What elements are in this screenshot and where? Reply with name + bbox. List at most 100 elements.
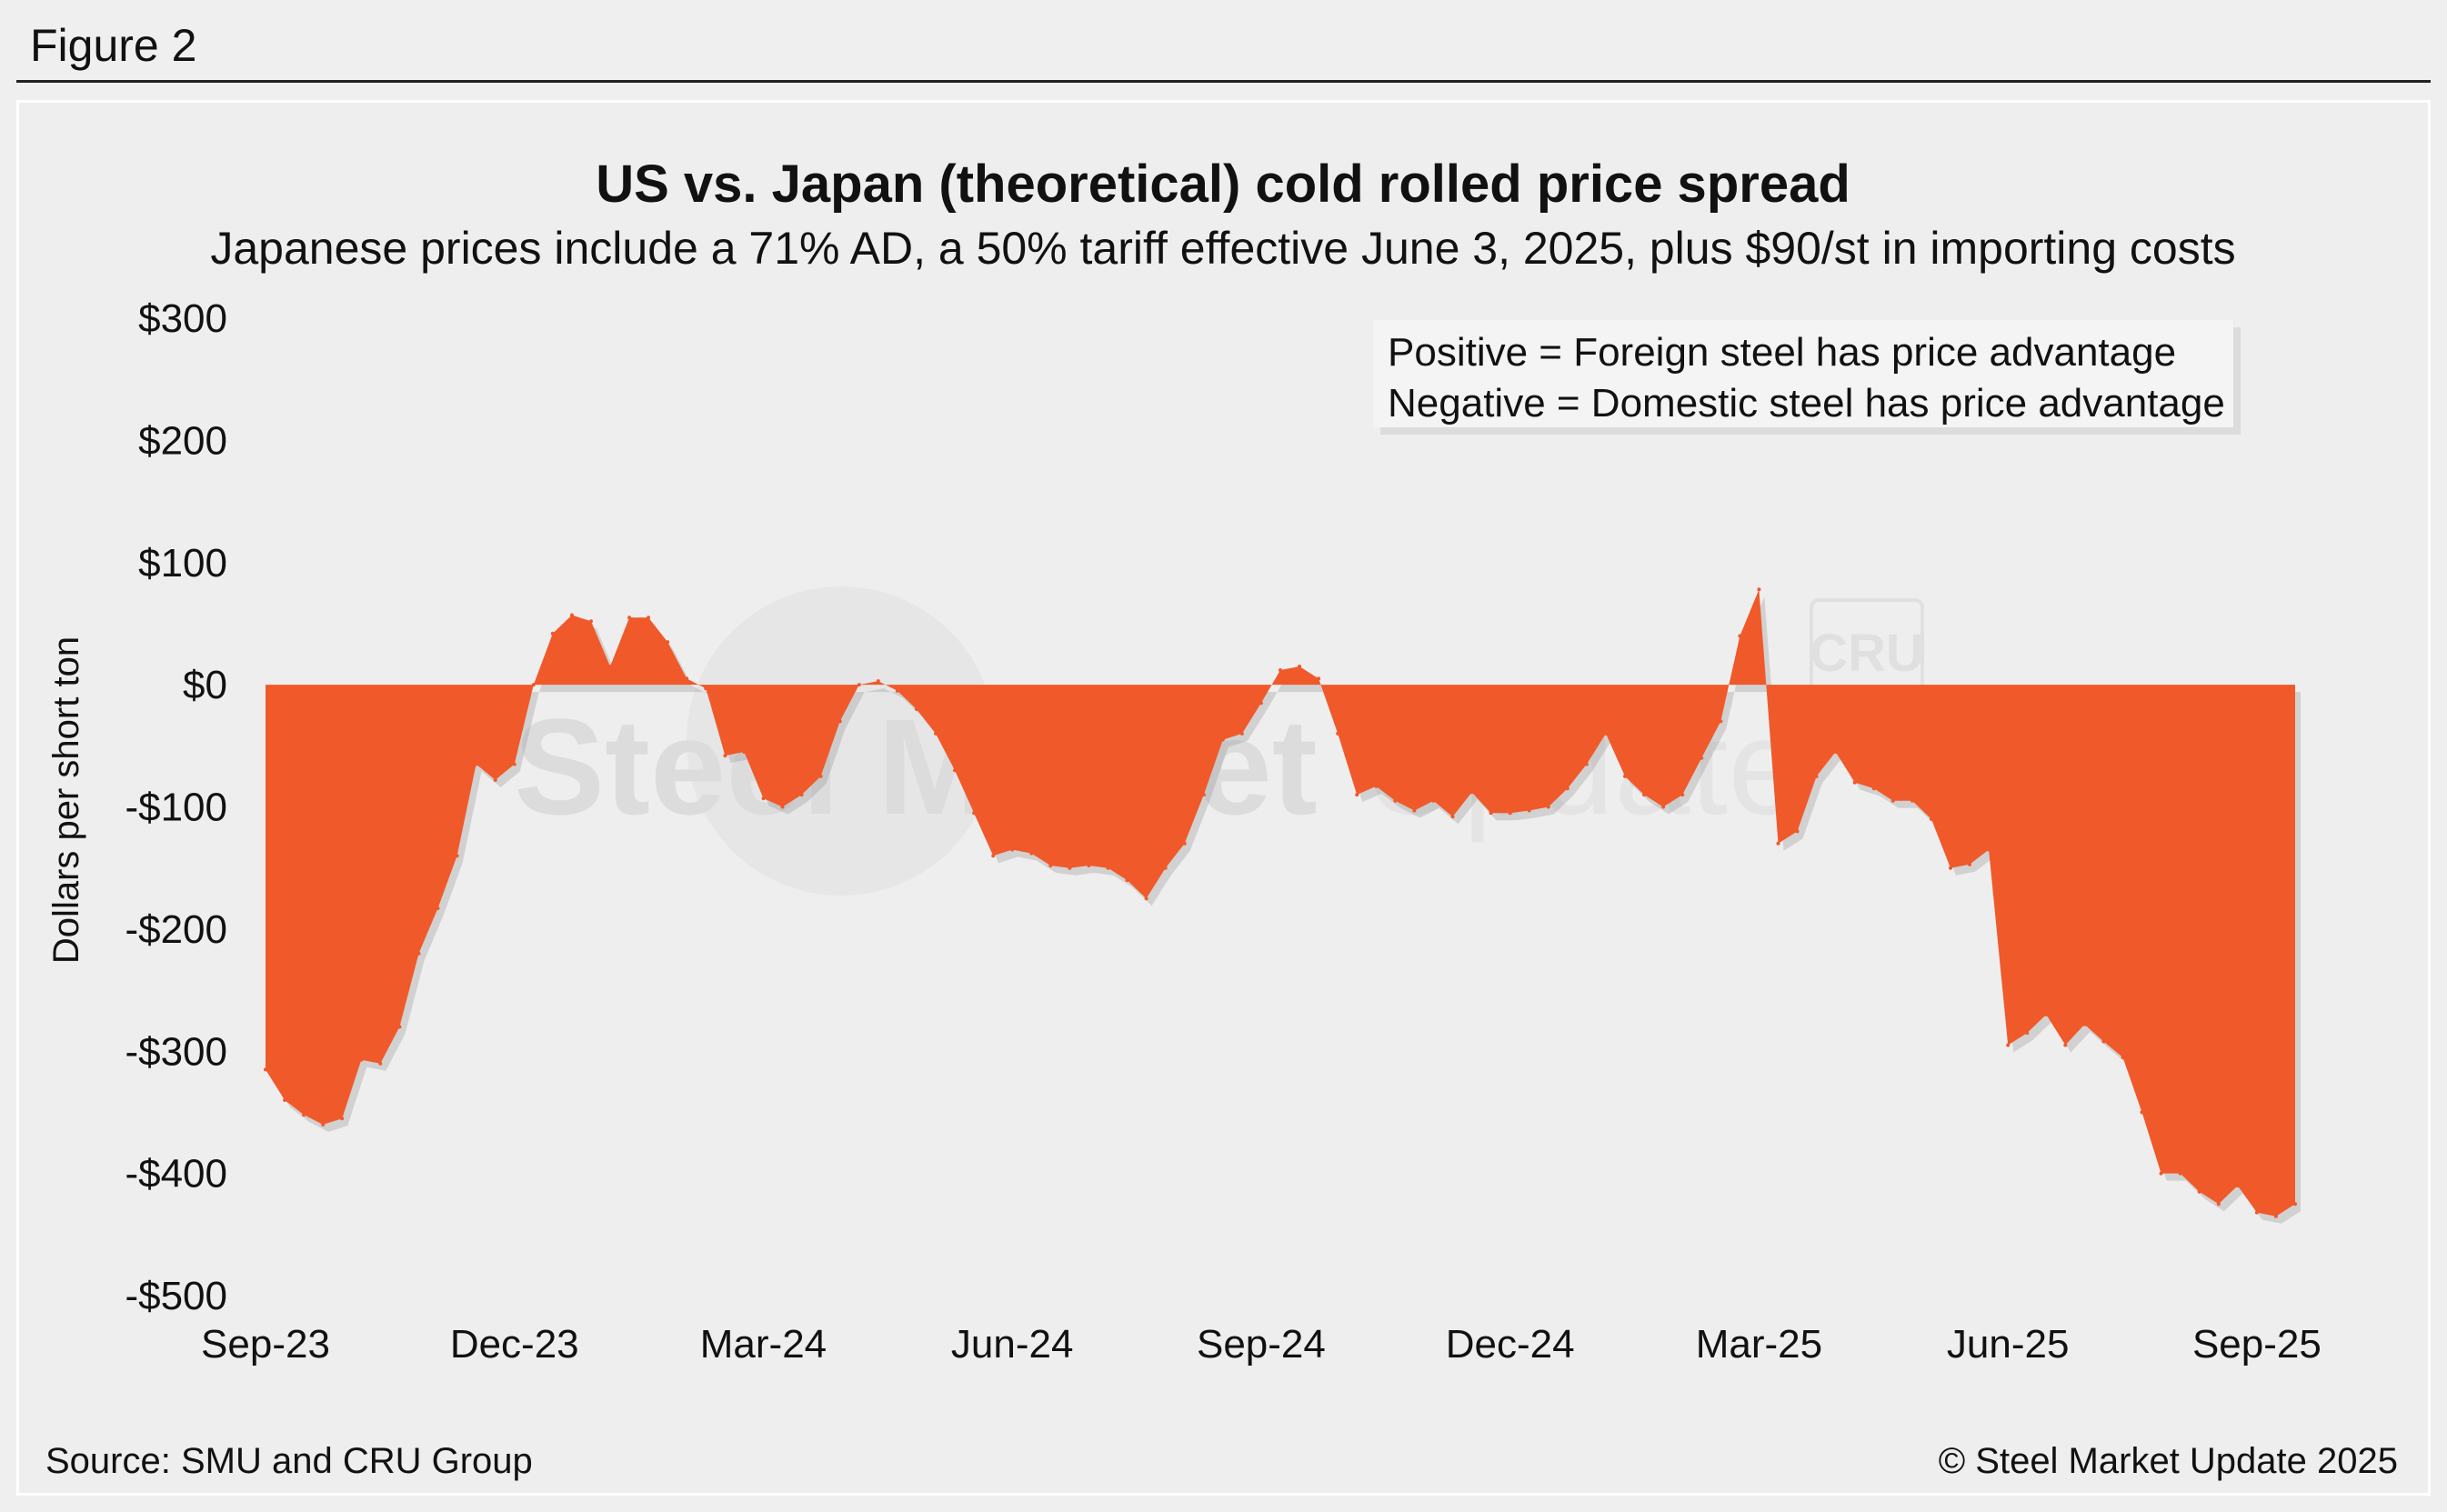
data-point [474, 762, 478, 766]
data-point [302, 1113, 306, 1117]
data-point [340, 1116, 345, 1121]
data-point [2178, 1171, 2182, 1176]
data-point [1125, 878, 1129, 883]
data-point [2293, 1202, 2297, 1207]
note-negative: Negative = Domestic steel has price adva… [1388, 381, 2225, 426]
x-tick-label: Jun-25 [1947, 1322, 2070, 1367]
note-background [1373, 320, 2233, 427]
y-axis-ticks: $300 $200 $100 $0 -$100 -$200 -$300 -$400 -$500 [125, 296, 227, 1318]
data-point [972, 811, 977, 816]
y-tick-label: -$300 [125, 1029, 227, 1074]
data-point [2101, 1039, 2106, 1044]
y-tick-label: $200 [138, 418, 227, 463]
x-tick-label: Mar-24 [700, 1322, 827, 1367]
data-point [2082, 1022, 2087, 1026]
data-point [742, 750, 747, 754]
data-point [1546, 805, 1550, 809]
data-point [1317, 676, 1321, 681]
data-point [1661, 805, 1666, 809]
data-point [2044, 1012, 2049, 1016]
data-point [2006, 1043, 2011, 1047]
data-point [493, 777, 497, 782]
chart-title: US vs. Japan (theoretical) cold rolled p… [596, 155, 1850, 214]
data-point [1412, 808, 1417, 813]
copyright-note: © Steel Market Update 2025 [1939, 1441, 2398, 1481]
data-point [1355, 793, 1359, 797]
data-point [264, 1067, 267, 1072]
data-point [455, 854, 459, 858]
data-point [857, 683, 861, 687]
data-point [569, 613, 574, 617]
data-point [914, 707, 918, 711]
y-tick-label: $300 [138, 296, 227, 341]
data-point [837, 719, 842, 724]
data-point [512, 762, 516, 766]
x-axis-ticks: Sep-23 Dec-23 Mar-24 Jun-24 Sep-24 Dec-24 Mar-… [201, 1322, 2322, 1367]
data-point [2235, 1184, 2240, 1188]
data-point [378, 1061, 383, 1066]
data-point [723, 754, 727, 758]
data-point [2254, 1210, 2259, 1215]
data-point [2063, 1043, 2068, 1047]
figure-label: Figure 2 [30, 20, 197, 71]
data-point [1068, 866, 1072, 870]
x-tick-label: Sep-25 [2192, 1322, 2322, 1367]
data-point [1814, 774, 1819, 778]
spread-area [266, 589, 2295, 1217]
data-point [761, 796, 766, 801]
data-point [818, 774, 823, 778]
data-point [1527, 808, 1531, 813]
data-point [531, 683, 536, 687]
figure-rule [16, 80, 2431, 83]
data-point [1220, 737, 1225, 742]
data-point [953, 768, 957, 773]
data-point [1374, 784, 1379, 788]
data-point [780, 805, 785, 809]
data-point [1508, 811, 1512, 816]
watermark-circle [687, 586, 996, 896]
data-point [1680, 793, 1685, 797]
data-point [934, 731, 938, 736]
data-point [608, 665, 612, 668]
x-tick-label: Mar-25 [1696, 1322, 1822, 1367]
data-point [1298, 665, 1302, 668]
x-tick-label: Sep-23 [201, 1322, 330, 1367]
data-point [1144, 896, 1148, 901]
data-point [2121, 1056, 2125, 1059]
x-tick-label: Dec-24 [1446, 1322, 1575, 1367]
data-point [876, 679, 880, 684]
data-point [627, 616, 632, 620]
data-point [2273, 1214, 2278, 1218]
x-tick-label: Jun-24 [951, 1322, 1074, 1367]
data-point [1949, 866, 1952, 870]
data-point [1029, 851, 1034, 856]
data-point [1393, 798, 1398, 803]
y-tick-label: -$200 [125, 907, 227, 952]
data-point [2197, 1189, 2201, 1194]
y-axis-label: Dollars per short ton [46, 636, 86, 964]
data-point [1163, 866, 1168, 870]
note-box: Positive = Foreign steel has price advan… [1373, 320, 2241, 435]
data-point [2025, 1031, 2030, 1036]
data-point [799, 793, 804, 797]
data-point [1795, 829, 1800, 834]
data-point [1010, 847, 1015, 852]
data-point [1910, 798, 1914, 803]
data-point [1987, 847, 1991, 852]
data-point [1565, 786, 1569, 791]
data-point [1106, 866, 1110, 870]
data-point [1259, 701, 1263, 706]
x-tick-label: Dec-23 [450, 1322, 579, 1367]
data-point [397, 1025, 402, 1029]
data-point [2216, 1202, 2221, 1207]
data-point [1279, 668, 1282, 672]
data-point [1719, 719, 1723, 724]
data-point [1182, 841, 1187, 846]
y-tick-label: -$100 [125, 786, 227, 830]
data-point [1584, 762, 1589, 766]
data-point [1623, 774, 1627, 778]
y-tick-label: -$500 [125, 1274, 227, 1318]
data-point [359, 1057, 364, 1062]
data-point [1336, 731, 1340, 736]
